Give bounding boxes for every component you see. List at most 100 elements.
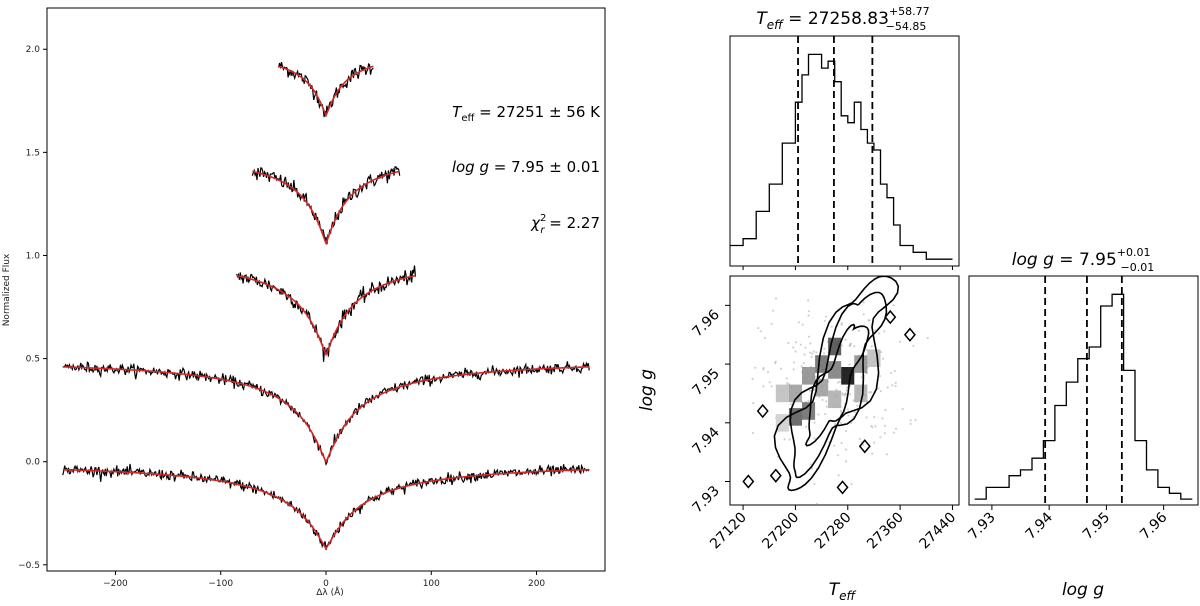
density-cell — [854, 384, 868, 403]
sample-point — [889, 371, 893, 375]
x-tick-label: 100 — [423, 579, 440, 589]
sample-point — [833, 444, 836, 447]
density-cell — [788, 408, 802, 426]
sample-point — [846, 408, 850, 411]
sample-point — [883, 330, 886, 333]
sample-point — [841, 392, 844, 395]
sample-point — [751, 377, 754, 380]
model-fit-2 — [236, 274, 416, 357]
sample-point — [774, 360, 777, 363]
sample-point — [873, 415, 876, 419]
observed-spectrum-3 — [62, 361, 590, 466]
sample-point — [869, 391, 873, 394]
sample-point — [847, 414, 850, 417]
spectra-ylabel: Normalized Flux — [2, 253, 12, 326]
sample-point — [792, 368, 795, 371]
sample-point — [853, 411, 857, 414]
sample-point — [848, 363, 851, 366]
sample-point — [837, 474, 840, 477]
sample-point — [849, 342, 853, 345]
sample-point — [840, 323, 843, 326]
sample-point — [867, 319, 870, 322]
sample-point — [788, 438, 791, 441]
density-cell — [788, 384, 802, 403]
sample-point — [821, 398, 824, 401]
sample-point — [845, 389, 848, 392]
sample-point — [770, 385, 773, 388]
model-fit-1 — [252, 170, 400, 245]
sample-point — [825, 400, 828, 403]
sample-point — [835, 388, 838, 391]
sample-point — [871, 452, 874, 455]
density-x-tick-label: 27120 — [707, 510, 750, 553]
sample-point — [811, 352, 814, 355]
sample-point — [810, 467, 814, 470]
teff-histogram-panel: Teff = 27258.83+58.77 −54.85 — [729, 5, 960, 270]
density-y-tick-label: 7.94 — [689, 424, 722, 457]
sample-point — [845, 429, 848, 433]
sample-point — [808, 351, 812, 354]
sample-point — [793, 361, 796, 364]
density-cell — [802, 402, 816, 420]
histogram-step — [974, 293, 1193, 500]
sample-point — [830, 325, 833, 328]
sample-point — [844, 338, 847, 341]
sample-point — [762, 366, 765, 370]
logg-x-tick-label: 7.96 — [1137, 509, 1170, 542]
sample-point — [807, 299, 810, 302]
annotation-logg: log g = 7.95 ± 0.01 — [452, 158, 600, 176]
sample-point — [860, 376, 863, 379]
density-y-tick-label: 7.96 — [689, 307, 722, 340]
sample-point — [838, 380, 842, 383]
teff-logg-density-panel: 27120 27200 27280 27360 27440 7.93 7.94 7.95 7.9… — [637, 275, 960, 603]
sample-point — [762, 368, 765, 371]
y-tick-label: 0.0 — [26, 458, 41, 468]
sample-point — [764, 336, 767, 339]
sample-point — [774, 361, 777, 365]
sample-point — [868, 391, 871, 394]
sample-point — [891, 384, 894, 387]
sample-point — [892, 304, 895, 307]
sample-point — [787, 341, 790, 345]
density-y-tick-label: 7.93 — [689, 483, 722, 516]
sample-point — [825, 405, 829, 408]
y-tick-label: 1.0 — [26, 251, 41, 261]
density-xlabel: Teff — [829, 580, 857, 603]
sample-point — [844, 448, 848, 451]
sample-point — [871, 426, 874, 429]
sample-point — [813, 388, 816, 392]
y-tick-label: 0.5 — [26, 355, 40, 365]
y-tick-label: 1.5 — [26, 148, 40, 158]
sample-point — [844, 392, 848, 395]
contour-inner — [805, 323, 870, 447]
spectra-xlabel: Δλ (Å) — [316, 586, 344, 598]
density-cell — [828, 390, 842, 409]
sample-point — [848, 393, 852, 396]
sample-point — [803, 353, 806, 356]
density-frame — [729, 275, 960, 506]
sample-point — [808, 389, 812, 392]
sample-point — [895, 427, 898, 430]
sample-point — [880, 351, 883, 354]
contour-island — [903, 327, 916, 342]
sample-point — [794, 350, 797, 353]
sample-point — [807, 399, 810, 402]
sample-point — [840, 321, 843, 325]
teff-histogram-frame — [729, 35, 960, 267]
sample-point — [879, 390, 883, 393]
logg-quantile-lines — [1044, 276, 1123, 505]
sample-point — [786, 382, 789, 385]
contour-island — [884, 309, 897, 325]
sample-point — [804, 346, 807, 349]
sample-point — [845, 386, 849, 389]
sample-point — [840, 411, 843, 414]
sample-point — [857, 329, 861, 332]
sample-point — [801, 323, 804, 326]
density-cell — [841, 367, 855, 385]
sample-point — [881, 417, 884, 420]
sample-point — [870, 424, 873, 428]
annotation-chi2: χ2 r = 2.27 — [530, 213, 600, 236]
sample-point — [874, 425, 877, 428]
logg-xlabel: log g — [1062, 580, 1104, 600]
